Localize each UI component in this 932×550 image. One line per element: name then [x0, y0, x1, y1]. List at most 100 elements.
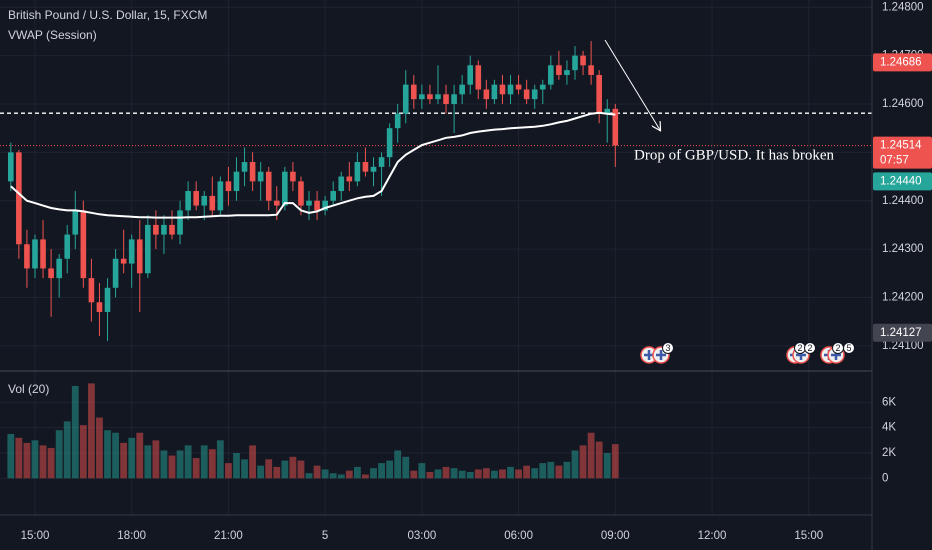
volume-bar: [595, 441, 603, 479]
candle-body: [136, 239, 143, 274]
candle-body: [338, 176, 345, 192]
candle-body: [24, 244, 30, 269]
volume-bar: [426, 471, 434, 479]
volume-bar: [386, 460, 394, 479]
candle-body: [88, 278, 95, 303]
candle-body: [265, 171, 272, 201]
candle-body: [56, 258, 62, 279]
volume-bar: [208, 449, 216, 479]
candle-body: [386, 128, 393, 158]
volume-bar: [15, 437, 23, 479]
candle-body: [564, 70, 570, 75]
candle-body: [483, 89, 490, 100]
volume-bar: [410, 470, 418, 479]
volume-bar: [523, 465, 531, 479]
candle-body: [548, 65, 554, 85]
volume-bar: [257, 465, 265, 479]
x-tick-label: 03:00: [407, 530, 436, 542]
candle-body: [435, 94, 441, 100]
volume-tick-label: 2K: [882, 447, 896, 459]
volume-bar: [482, 468, 490, 479]
event-flag: [656, 350, 666, 360]
price-tag-label: 1.24686: [880, 56, 922, 68]
volume-bar: [442, 466, 450, 479]
candle-body: [507, 84, 514, 95]
candle-body: [491, 84, 498, 100]
volume-bar: [378, 463, 385, 479]
volume-bar: [563, 461, 571, 479]
volume-bar: [353, 466, 361, 479]
volume-bar: [176, 450, 184, 479]
volume-bar: [200, 445, 208, 479]
price-tag: [873, 323, 932, 342]
volume-tick-label: 6K: [882, 396, 896, 408]
volume-bar: [55, 430, 63, 479]
volume-bar: [611, 444, 619, 479]
volume-bar: [216, 440, 224, 479]
countdown: 07:57: [880, 155, 909, 167]
event-badge: [662, 342, 674, 354]
volume-bar: [313, 465, 321, 479]
candle-body: [241, 162, 248, 172]
volume-bar: [579, 445, 587, 479]
volume-bar: [362, 474, 369, 479]
candle-body: [499, 84, 506, 95]
candle-body: [419, 94, 425, 100]
price-axis: [872, 0, 932, 550]
volume-bar: [450, 468, 458, 479]
volume-bar: [418, 463, 426, 479]
event-count: 3: [665, 343, 670, 353]
volume-bar: [184, 445, 192, 479]
candle-body: [161, 224, 167, 235]
event-count: 2: [807, 343, 812, 353]
volume-bar: [71, 385, 79, 479]
candle-body: [330, 191, 336, 201]
candle-body: [96, 302, 103, 312]
candle-body: [378, 157, 385, 167]
volume-bar: [79, 425, 87, 479]
volume-bar: [458, 470, 466, 479]
volume-bar: [571, 450, 579, 479]
candle-body: [370, 166, 377, 172]
volume-bar: [281, 460, 289, 479]
candle-body: [411, 84, 417, 100]
volume-bar: [329, 473, 337, 479]
volume-bar: [241, 459, 248, 479]
candle-body: [201, 195, 208, 206]
x-tick-label: 5: [322, 530, 328, 542]
volume-bar: [249, 445, 256, 479]
candle-body: [451, 94, 457, 104]
volume-bar: [539, 463, 547, 479]
y-tick-label: 1.24600: [882, 98, 924, 110]
candle-body: [80, 210, 87, 279]
volume-bar: [88, 383, 95, 479]
volume-bar: [515, 469, 522, 479]
candle-body: [128, 239, 135, 264]
candle-body: [145, 224, 151, 274]
volume-tick-label: 0: [882, 472, 888, 484]
price-tag: [873, 172, 932, 191]
candle-body: [257, 171, 264, 182]
candle-body: [217, 181, 224, 211]
volume-bar: [337, 474, 345, 479]
event-badge: [843, 342, 855, 354]
volume-bar: [152, 440, 160, 479]
volume-bar: [289, 456, 297, 479]
volume-bar: [128, 437, 136, 479]
volume-bar: [120, 442, 128, 479]
candle-body: [112, 258, 119, 288]
candle-body: [427, 94, 433, 100]
y-tick-label: 1.24300: [882, 243, 924, 255]
volume-legend: Vol (20): [8, 382, 49, 396]
candle-body: [249, 162, 256, 182]
candle-body: [362, 162, 369, 172]
volume-bar: [136, 432, 144, 479]
candle-body: [604, 108, 611, 114]
price-tags: 1.24686 1.24440 1.24127 1.24514 07:57: [873, 53, 932, 342]
volume-bar: [507, 466, 514, 479]
volume-bar: [265, 459, 273, 479]
candle-body: [402, 84, 409, 114]
event-count: 5: [846, 343, 851, 353]
